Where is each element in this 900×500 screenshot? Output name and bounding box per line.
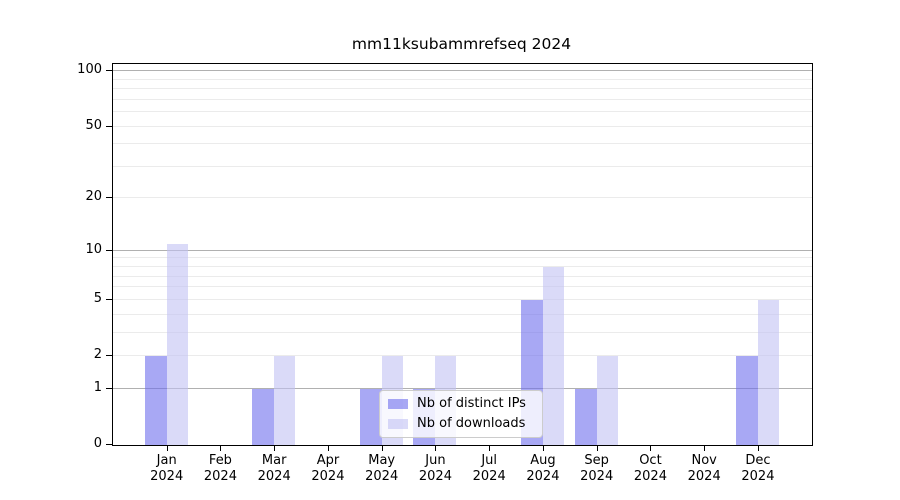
x-tick-label-apr: Apr 2024	[311, 453, 345, 484]
y-tick-20	[106, 197, 112, 199]
legend-row-downloads: Nb of downloads	[388, 414, 534, 434]
x-tick-apr	[327, 445, 329, 451]
x-tick-label-sep: Sep 2024	[580, 453, 614, 484]
y-tick-label-0: 0	[93, 436, 102, 451]
x-tick-label-nov: Nov 2024	[687, 453, 721, 484]
x-tick-label-jan: Jan 2024	[150, 453, 184, 484]
gridline-2	[113, 355, 812, 356]
y-tick-0	[106, 444, 112, 445]
y-tick-label-10: 10	[85, 241, 102, 257]
x-tick-jan	[166, 445, 168, 451]
y-tick-5	[106, 298, 112, 300]
bar-downloads-jan	[166, 243, 188, 445]
y-tick-2	[106, 355, 112, 356]
x-tick-jun	[435, 445, 437, 451]
x-tick-mar	[274, 445, 276, 451]
legend: Nb of distinct IPs Nb of downloads	[379, 390, 543, 438]
gridline-20	[113, 197, 812, 199]
gridline-6	[113, 286, 812, 288]
bar-ips-sep	[574, 388, 597, 445]
gridline-60	[113, 111, 812, 113]
x-tick-feb	[220, 445, 222, 451]
downloads-swatch-icon	[388, 419, 408, 429]
x-tick-label-jun: Jun 2024	[418, 453, 452, 484]
x-tick-jul	[489, 445, 491, 451]
y-tick-100	[106, 70, 112, 72]
bar-ips-mar	[252, 388, 275, 445]
gridline-30	[113, 165, 812, 167]
x-tick-aug	[542, 445, 544, 451]
x-tick-oct	[650, 445, 652, 451]
x-tick-label-feb: Feb 2024	[203, 453, 237, 484]
gridline-40	[113, 143, 812, 145]
x-tick-nov	[704, 445, 706, 451]
legend-label-downloads: Nb of downloads	[417, 416, 526, 431]
bar-ips-dec	[735, 356, 758, 445]
x-tick-label-oct: Oct 2024	[633, 453, 667, 484]
y-tick-label-100: 100	[77, 62, 102, 78]
y-tick-1	[106, 387, 112, 389]
gridline-1	[113, 387, 812, 389]
y-tick-label-1: 1	[93, 379, 102, 395]
gridline-70	[113, 98, 812, 100]
y-tick-label-20: 20	[85, 189, 102, 205]
bar-ips-jan	[144, 356, 167, 445]
x-tick-label-jul: Jul 2024	[472, 453, 506, 484]
gridline-10	[113, 249, 812, 251]
y-tick-50	[106, 125, 112, 127]
gridline-80	[113, 88, 812, 90]
bar-downloads-sep	[596, 356, 618, 445]
x-tick-may	[381, 445, 383, 451]
gridline-90	[113, 78, 812, 80]
bar-downloads-dec	[757, 299, 779, 445]
gridline-9	[113, 257, 812, 259]
gridline-3	[113, 331, 812, 333]
plot-area	[112, 63, 813, 446]
x-tick-label-aug: Aug 2024	[526, 453, 560, 484]
gridline-5	[113, 298, 812, 300]
chart-title: mm11ksubammrefseq 2024	[351, 35, 572, 53]
gridline-8	[113, 266, 812, 268]
x-tick-sep	[596, 445, 598, 451]
gridline-4	[113, 313, 812, 315]
y-tick-10	[106, 249, 112, 251]
gridline-100	[113, 70, 812, 72]
y-tick-label-50: 50	[85, 117, 102, 133]
legend-label-distinct-ips: Nb of distinct IPs	[417, 396, 526, 411]
distinct-ips-swatch-icon	[388, 399, 408, 409]
x-tick-label-may: May 2024	[365, 453, 399, 484]
bar-ips-may	[359, 388, 382, 445]
bar-downloads-mar	[274, 356, 296, 445]
gridline-50	[113, 125, 812, 127]
bar-downloads-aug	[542, 267, 564, 445]
legend-row-distinct-ips: Nb of distinct IPs	[388, 394, 534, 414]
gridline-7	[113, 275, 812, 277]
y-tick-label-5: 5	[93, 290, 102, 306]
x-tick-label-mar: Mar 2024	[257, 453, 291, 484]
x-tick-dec	[757, 445, 759, 451]
x-tick-label-dec: Dec 2024	[741, 453, 775, 484]
y-tick-label-2: 2	[93, 347, 102, 362]
